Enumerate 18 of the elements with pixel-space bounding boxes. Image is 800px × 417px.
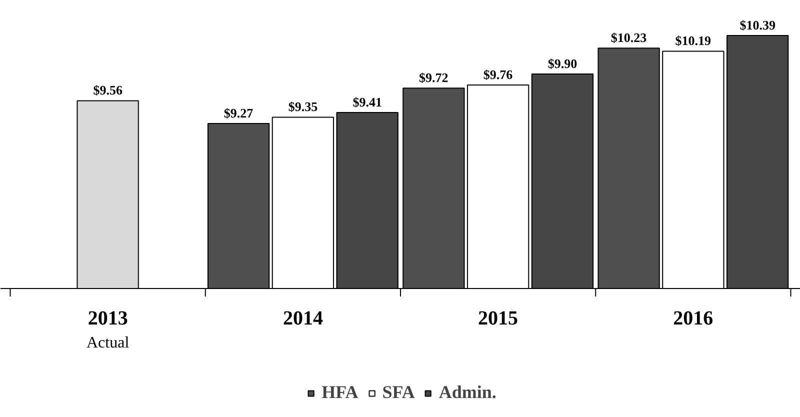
legend-label: HFA: [322, 382, 358, 403]
data-label: $10.23: [610, 30, 648, 46]
x-tick-label: 2013: [88, 308, 128, 330]
text: Actual: [86, 334, 130, 352]
x-tick-label: 2014: [282, 308, 323, 330]
data-label: $9.27: [224, 106, 254, 120]
data-label: $9.35: [288, 99, 318, 114]
x-tick-label: 2016: [673, 308, 714, 330]
legend-label: Admin.: [438, 382, 496, 403]
x-tick-label: 2015: [478, 308, 518, 330]
data-label: $10.39: [740, 18, 776, 32]
data-label: $9.90: [548, 56, 578, 71]
data-label: $9.72: [419, 70, 448, 86]
data-label: $10.19: [675, 33, 712, 48]
data-label: $9.41: [352, 94, 382, 110]
data-label: $9.56: [93, 82, 123, 98]
data-label: $9.76: [483, 67, 514, 82]
legend-label: SFA: [382, 382, 415, 403]
